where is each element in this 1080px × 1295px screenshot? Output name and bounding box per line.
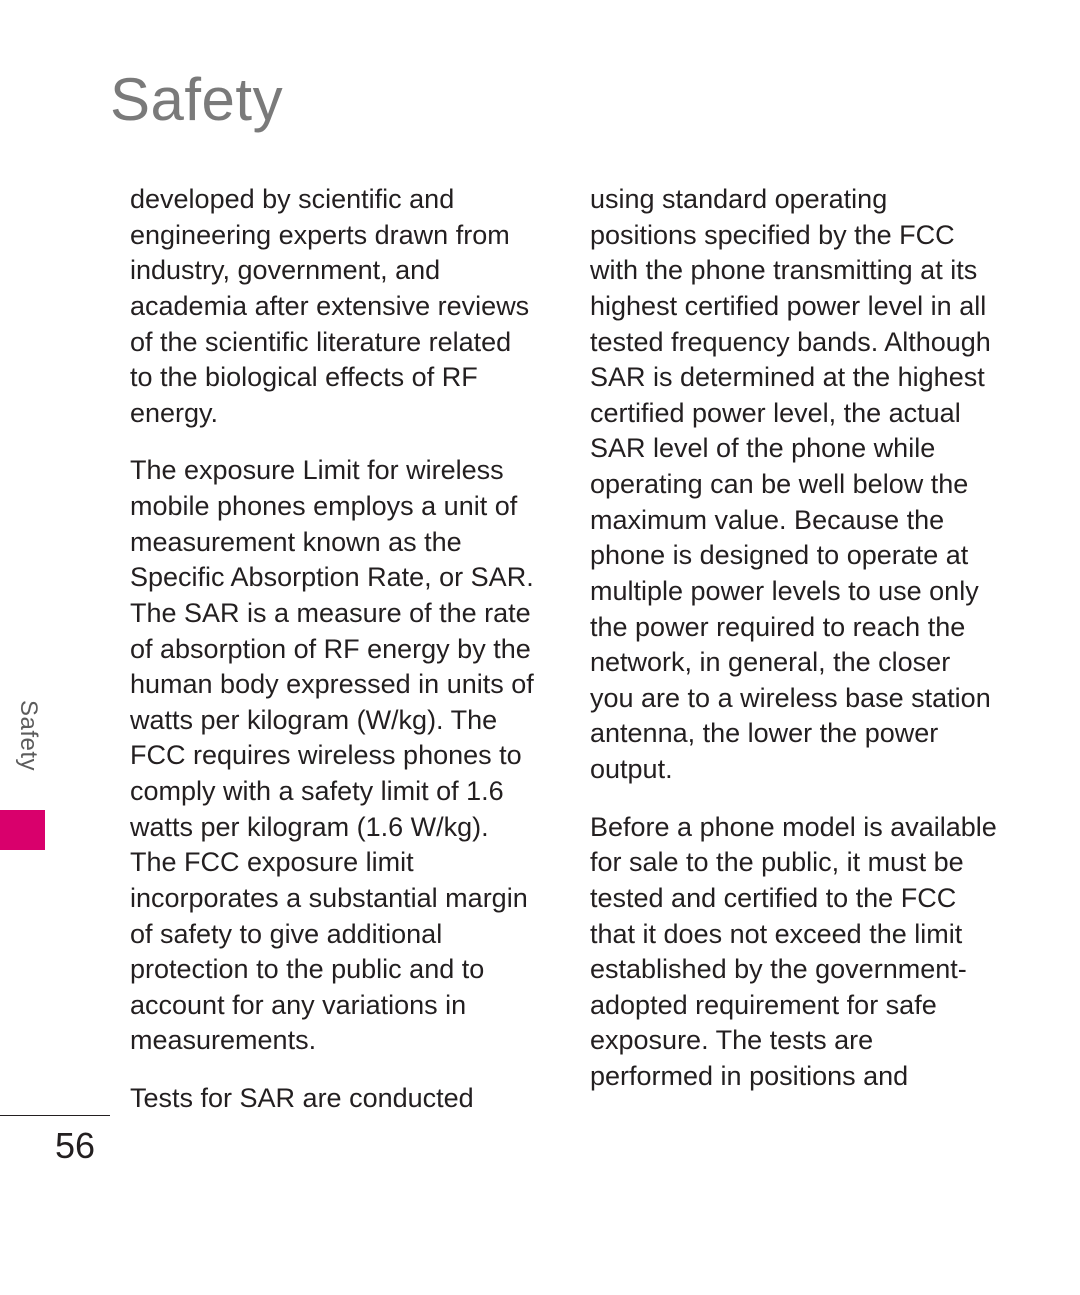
body-paragraph: developed by scientific and engineering …: [130, 182, 540, 431]
side-tab-label: Safety: [14, 700, 42, 771]
document-page: Safety Safety developed by scientific an…: [0, 0, 1080, 1295]
page-number-rule: [0, 1115, 110, 1116]
body-paragraph: using standard operating positions speci…: [590, 182, 1000, 788]
body-paragraph: Before a phone model is available for sa…: [590, 810, 1000, 1095]
side-accent-bar: [0, 810, 45, 850]
body-paragraph: The exposure Limit for wireless mobile p…: [130, 453, 540, 1059]
body-columns: developed by scientific and engineering …: [130, 182, 1000, 1117]
body-paragraph: Tests for SAR are conducted: [130, 1081, 540, 1117]
page-title: Safety: [110, 65, 283, 134]
column-right: using standard operating positions speci…: [590, 182, 1000, 1117]
column-left: developed by scientific and engineering …: [130, 182, 540, 1117]
page-number: 56: [55, 1125, 95, 1167]
